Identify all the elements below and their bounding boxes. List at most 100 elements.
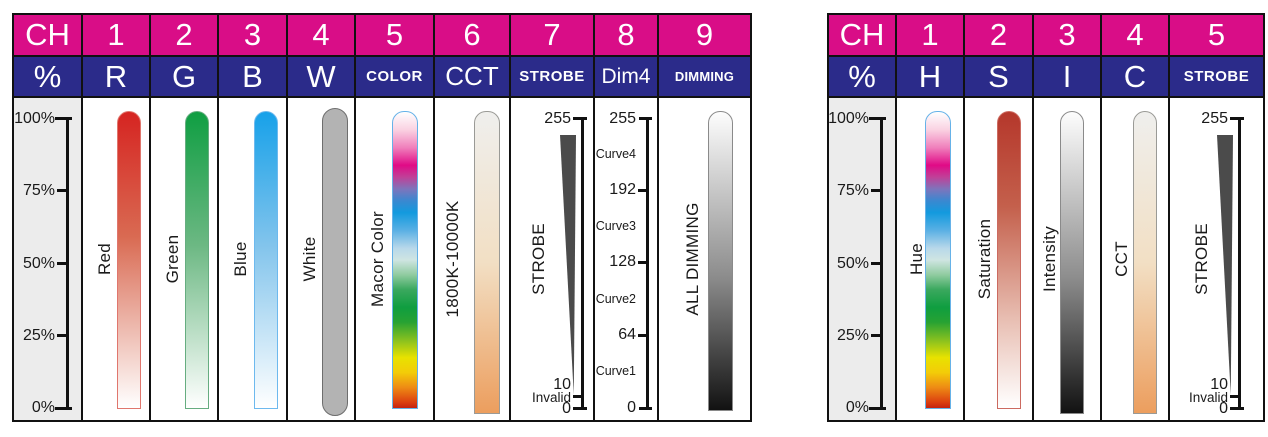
scale-50: 50% bbox=[22, 255, 55, 272]
dim4-255: 255 bbox=[609, 110, 636, 127]
right-channel-2: 2 bbox=[965, 15, 1032, 55]
left-channel-2: 2 bbox=[151, 15, 217, 55]
saturation-bar-label: Saturation bbox=[975, 218, 994, 300]
saturation-gradient-bar bbox=[997, 111, 1021, 409]
right-func-s: S bbox=[965, 57, 1032, 96]
cct-range-label: 1800K-10000K bbox=[443, 200, 462, 318]
right-ch-header: CH bbox=[829, 15, 895, 55]
cct-gradient-bar bbox=[474, 111, 500, 414]
left-func-b: B bbox=[219, 57, 286, 96]
right-strobe-cell: STROBE 255 10 Invalid 0 bbox=[1170, 98, 1263, 420]
dim4-curve4: Curve4 bbox=[595, 147, 636, 161]
hue-rainbow-bar bbox=[925, 111, 951, 409]
strobe-255: 255 bbox=[1201, 110, 1228, 127]
color-rainbow-bar bbox=[392, 111, 418, 409]
left-percent-scale: 100% 75% 50% 25% 0% bbox=[14, 98, 81, 420]
cct-gradient-bar bbox=[1133, 111, 1157, 414]
dim4-0: 0 bbox=[627, 399, 636, 416]
left-func-g: G bbox=[151, 57, 217, 96]
left-red-bar-cell: Red bbox=[83, 98, 149, 420]
left-channel-8: 8 bbox=[595, 15, 657, 55]
strobe-axis bbox=[1238, 118, 1241, 409]
strobe-10: 10 bbox=[553, 376, 571, 393]
left-func-dim4: Dim4 bbox=[595, 57, 657, 96]
right-channel-5: 5 bbox=[1170, 15, 1263, 55]
right-channel-4: 4 bbox=[1102, 15, 1168, 55]
blue-bar-label: Blue bbox=[231, 241, 250, 277]
cct-bar-label: CCT bbox=[1112, 241, 1131, 277]
dim4-curve1: Curve1 bbox=[595, 364, 636, 378]
left-pct-header: % bbox=[14, 57, 81, 96]
white-bar bbox=[322, 108, 348, 416]
left-blue-bar-cell: Blue bbox=[219, 98, 286, 420]
green-gradient-bar bbox=[185, 111, 209, 409]
dim4-128: 128 bbox=[609, 253, 636, 270]
red-gradient-bar bbox=[117, 111, 141, 409]
dim4-192: 192 bbox=[609, 181, 636, 198]
strobe-speed-triangle bbox=[560, 135, 576, 395]
left-func-w: W bbox=[288, 57, 354, 96]
left-channel-7: 7 bbox=[511, 15, 593, 55]
strobe-0: 0 bbox=[1219, 400, 1228, 417]
strobe-vertical-label: STROBE bbox=[529, 223, 548, 295]
dim4-axis bbox=[646, 118, 649, 409]
scale-0: 0% bbox=[845, 399, 869, 416]
left-ch-header: CH bbox=[14, 15, 81, 55]
strobe-speed-triangle bbox=[1217, 135, 1233, 395]
right-cct-bar-cell: CCT bbox=[1102, 98, 1168, 420]
intensity-gradient-bar bbox=[1060, 111, 1084, 414]
left-white-bar-cell: White bbox=[288, 98, 354, 420]
scale-100: 100% bbox=[14, 110, 55, 127]
scale-75: 75% bbox=[836, 182, 869, 199]
right-func-c: C bbox=[1102, 57, 1168, 96]
left-channel-5: 5 bbox=[356, 15, 433, 55]
strobe-0: 0 bbox=[562, 400, 571, 417]
intensity-bar-label: Intensity bbox=[1040, 225, 1059, 293]
right-channel-table: CH 1 2 3 4 5 % H S I C STROBE 100% 75% 5… bbox=[827, 13, 1265, 422]
red-bar-label: Red bbox=[95, 242, 114, 276]
blue-gradient-bar bbox=[254, 111, 278, 409]
right-func-strobe: STROBE bbox=[1170, 57, 1263, 96]
strobe-vertical-label: STROBE bbox=[1192, 223, 1211, 295]
dimming-gradient-bar bbox=[708, 111, 733, 411]
scale-75: 75% bbox=[22, 182, 55, 199]
strobe-invalid: Invalid bbox=[531, 390, 571, 405]
right-pct-header: % bbox=[829, 57, 895, 96]
macro-color-label: Macor Color bbox=[368, 211, 387, 307]
left-channel-9: 9 bbox=[659, 15, 750, 55]
dim4-curve3: Curve3 bbox=[595, 219, 636, 233]
scale-100: 100% bbox=[828, 110, 869, 127]
left-channel-3: 3 bbox=[219, 15, 286, 55]
scale-50: 50% bbox=[836, 255, 869, 272]
left-func-r: R bbox=[83, 57, 149, 96]
left-dim4-cell: 255 Curve4 192 Curve3 128 Curve2 64 Curv… bbox=[595, 98, 657, 420]
right-saturation-bar-cell: Saturation bbox=[965, 98, 1032, 420]
scale-0: 0% bbox=[31, 399, 55, 416]
scale-25: 25% bbox=[22, 327, 55, 344]
left-strobe-cell: STROBE 255 10 Invalid 0 bbox=[511, 98, 593, 420]
left-func-cct: CCT bbox=[435, 57, 509, 96]
dim4-curve2: Curve2 bbox=[595, 292, 636, 306]
strobe-255: 255 bbox=[544, 110, 571, 127]
left-func-dimming: DIMMING bbox=[659, 57, 750, 96]
right-channel-3: 3 bbox=[1034, 15, 1100, 55]
left-func-color: COLOR bbox=[356, 57, 433, 96]
left-channel-6: 6 bbox=[435, 15, 509, 55]
dim4-64: 64 bbox=[618, 326, 636, 343]
left-cct-bar-cell: 1800K-10000K bbox=[435, 98, 509, 420]
strobe-invalid: Invalid bbox=[1188, 390, 1228, 405]
scale-25: 25% bbox=[836, 327, 869, 344]
right-percent-scale: 100% 75% 50% 25% 0% bbox=[828, 98, 895, 420]
strobe-axis bbox=[581, 118, 584, 409]
left-color-bar-cell: Macor Color bbox=[356, 98, 433, 420]
right-intensity-bar-cell: Intensity bbox=[1034, 98, 1100, 420]
all-dimming-label: ALL DIMMING bbox=[683, 202, 702, 316]
white-bar-label: White bbox=[300, 236, 319, 282]
left-channel-table: CH 1 2 3 4 5 6 7 8 9 % R G B W COLOR CCT… bbox=[12, 13, 752, 422]
left-channel-4: 4 bbox=[288, 15, 354, 55]
green-bar-label: Green bbox=[163, 234, 182, 284]
left-channel-1: 1 bbox=[83, 15, 149, 55]
left-func-strobe: STROBE bbox=[511, 57, 593, 96]
strobe-10: 10 bbox=[1210, 376, 1228, 393]
